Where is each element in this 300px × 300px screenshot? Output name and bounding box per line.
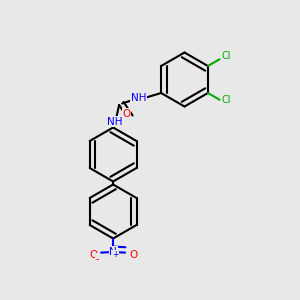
Text: +: + — [112, 250, 119, 259]
Text: O: O — [129, 250, 137, 260]
Text: Cl: Cl — [221, 51, 231, 61]
Text: NH: NH — [107, 116, 122, 127]
Text: -: - — [96, 254, 99, 264]
Text: NH: NH — [131, 92, 146, 103]
Text: Cl: Cl — [221, 95, 231, 105]
Text: O: O — [122, 109, 131, 119]
Text: N: N — [109, 247, 117, 257]
Text: O: O — [89, 250, 97, 260]
